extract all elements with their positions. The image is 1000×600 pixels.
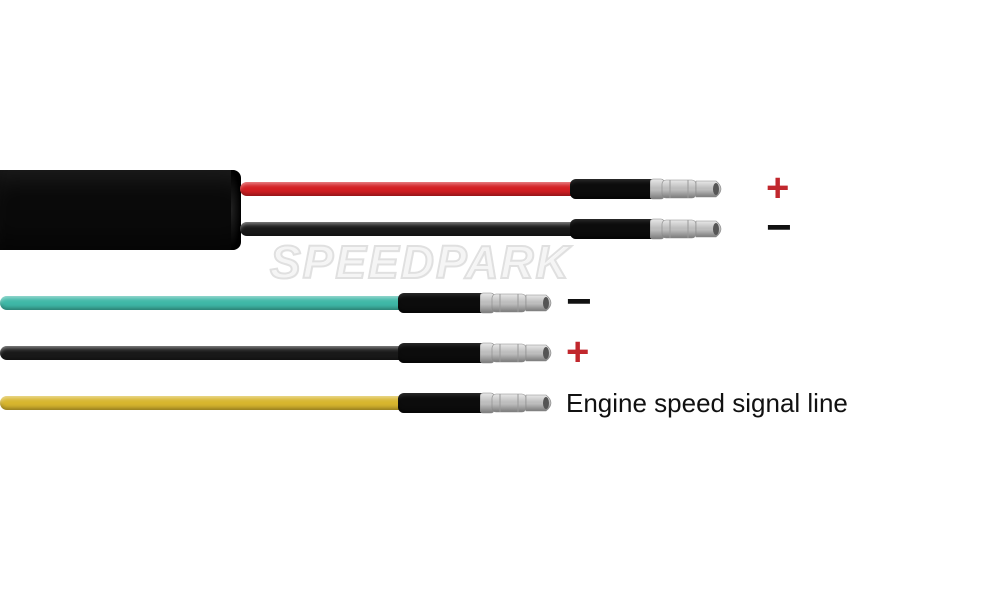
bullet-connector [480, 342, 558, 364]
polarity-plus: + [566, 332, 589, 372]
bullet-connector [480, 392, 558, 414]
wire-black-top [240, 222, 660, 236]
polarity-plus: + [766, 168, 789, 208]
bullet-connector [480, 292, 558, 314]
polarity-minus: − [566, 280, 592, 324]
heat-shrink [398, 293, 490, 313]
wire-teal [0, 296, 490, 310]
wire-black-mid [0, 346, 490, 360]
polarity-minus: − [766, 206, 792, 250]
heat-shrink [398, 393, 490, 413]
cable-sheath [0, 170, 240, 250]
wire-red [240, 182, 660, 196]
wiring-diagram: SPEEDPARK + [0, 0, 1000, 600]
bullet-connector [650, 178, 728, 200]
wire-yellow [0, 396, 490, 410]
bullet-connector [650, 218, 728, 240]
watermark: SPEEDPARK [270, 235, 571, 289]
wire-label: Engine speed signal line [566, 388, 848, 419]
heat-shrink [570, 219, 660, 239]
heat-shrink [570, 179, 660, 199]
heat-shrink [398, 343, 490, 363]
